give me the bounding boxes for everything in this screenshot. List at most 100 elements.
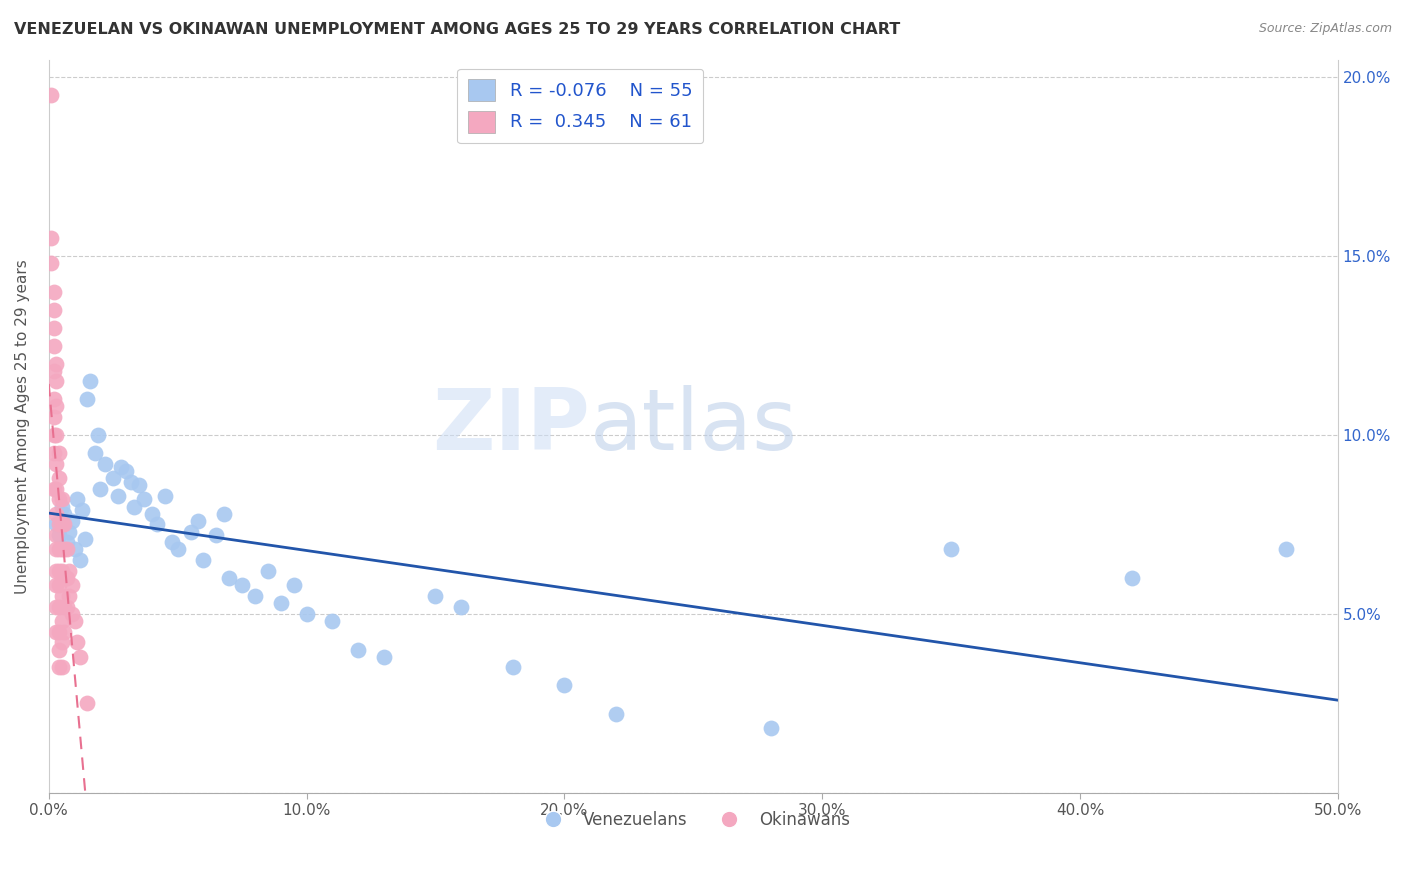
Point — [42, 320, 65, 334]
Point — [69, 649, 91, 664]
Point — [103, 471, 125, 485]
Point — [41, 256, 63, 270]
Point — [134, 492, 156, 507]
Text: atlas: atlas — [591, 384, 799, 467]
Point — [42, 446, 65, 460]
Point — [166, 542, 188, 557]
Point — [53, 599, 76, 614]
Point — [41, 88, 63, 103]
Point — [42, 482, 65, 496]
Point — [146, 517, 169, 532]
Point — [51, 517, 73, 532]
Point — [66, 492, 89, 507]
Point — [53, 571, 76, 585]
Point — [107, 489, 129, 503]
Point — [48, 446, 70, 460]
Point — [51, 635, 73, 649]
Point — [87, 428, 110, 442]
Point — [243, 589, 266, 603]
Point — [63, 614, 86, 628]
Point — [45, 564, 67, 578]
Point — [45, 542, 67, 557]
Point — [89, 482, 111, 496]
Point — [45, 428, 67, 442]
Point — [120, 475, 142, 489]
Point — [502, 660, 524, 674]
Point — [205, 528, 228, 542]
Point — [45, 517, 67, 532]
Point — [53, 542, 76, 557]
Point — [76, 696, 98, 710]
Point — [51, 492, 73, 507]
Point — [45, 507, 67, 521]
Point — [94, 457, 117, 471]
Point — [321, 614, 343, 628]
Point — [153, 489, 176, 503]
Point — [58, 589, 80, 603]
Point — [42, 392, 65, 407]
Point — [48, 642, 70, 657]
Point — [69, 553, 91, 567]
Point — [42, 428, 65, 442]
Point — [605, 706, 627, 721]
Point — [51, 564, 73, 578]
Point — [45, 599, 67, 614]
Y-axis label: Unemployment Among Ages 25 to 29 years: Unemployment Among Ages 25 to 29 years — [15, 259, 30, 593]
Point — [60, 514, 83, 528]
Text: Source: ZipAtlas.com: Source: ZipAtlas.com — [1258, 22, 1392, 36]
Legend: Venezuelans, Okinawans: Venezuelans, Okinawans — [530, 805, 856, 836]
Point — [141, 507, 163, 521]
Point — [53, 517, 76, 532]
Point — [73, 532, 96, 546]
Point — [110, 460, 132, 475]
Point — [60, 607, 83, 621]
Point — [48, 492, 70, 507]
Point — [45, 457, 67, 471]
Point — [60, 578, 83, 592]
Point — [48, 528, 70, 542]
Point — [51, 660, 73, 674]
Point — [283, 578, 305, 592]
Text: ZIP: ZIP — [433, 384, 591, 467]
Point — [450, 599, 472, 614]
Point — [45, 375, 67, 389]
Point — [56, 542, 79, 557]
Point — [231, 578, 253, 592]
Point — [42, 339, 65, 353]
Point — [1275, 542, 1298, 557]
Point — [48, 578, 70, 592]
Point — [128, 478, 150, 492]
Point — [72, 503, 94, 517]
Point — [63, 542, 86, 557]
Point — [45, 624, 67, 639]
Point — [53, 507, 76, 521]
Point — [122, 500, 145, 514]
Point — [56, 535, 79, 549]
Point — [48, 564, 70, 578]
Point — [373, 649, 395, 664]
Point — [51, 500, 73, 514]
Point — [187, 514, 209, 528]
Point — [45, 578, 67, 592]
Point — [76, 392, 98, 407]
Point — [66, 635, 89, 649]
Point — [347, 642, 370, 657]
Point — [270, 596, 292, 610]
Point — [1121, 571, 1143, 585]
Point — [84, 446, 107, 460]
Point — [48, 542, 70, 557]
Point — [51, 542, 73, 557]
Point — [45, 482, 67, 496]
Point — [48, 471, 70, 485]
Point — [45, 528, 67, 542]
Point — [58, 564, 80, 578]
Point — [48, 624, 70, 639]
Point — [41, 231, 63, 245]
Point — [51, 614, 73, 628]
Point — [212, 507, 235, 521]
Point — [56, 599, 79, 614]
Point — [939, 542, 962, 557]
Point — [56, 571, 79, 585]
Point — [42, 285, 65, 299]
Point — [48, 517, 70, 532]
